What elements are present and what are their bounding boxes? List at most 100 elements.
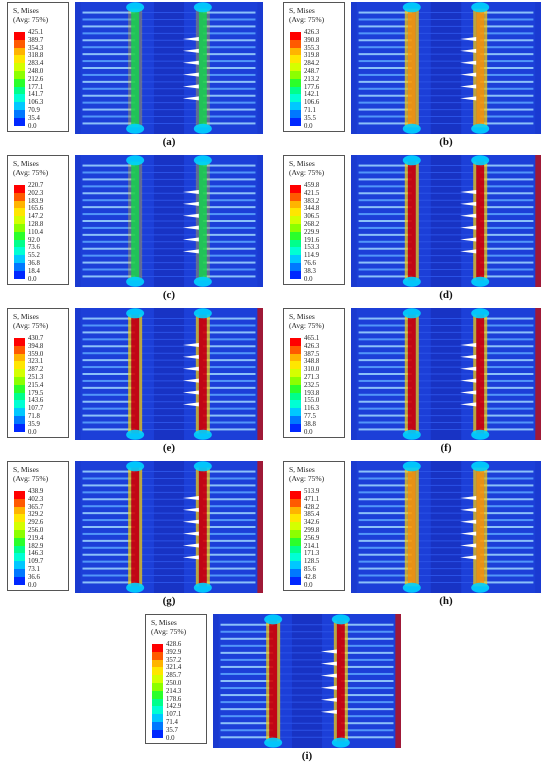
stress-spot	[193, 308, 212, 319]
stress-contour-plot	[75, 461, 263, 593]
fiber-left	[358, 32, 412, 35]
fiber-right	[202, 407, 256, 410]
fiber-right	[480, 546, 534, 549]
fiber-right	[480, 87, 534, 90]
crack-wedge	[460, 237, 477, 242]
fiber-left	[358, 581, 412, 584]
fiber-right	[202, 60, 256, 63]
legend-swatch	[290, 110, 301, 118]
legend-swatch	[290, 185, 301, 193]
legend-value: 271.3	[304, 374, 320, 381]
bond-edge	[206, 8, 210, 128]
legend-value: 251.3	[28, 374, 44, 381]
fiber-left	[82, 352, 136, 355]
fiber-left	[358, 317, 412, 320]
legend-swatch	[14, 408, 25, 416]
crack-wedge	[460, 531, 477, 536]
stress-spot	[126, 123, 145, 134]
legend-value: 425.1	[28, 29, 44, 36]
panel-g: S, Mises (Avg: 75%) 438.9 402.3 365.7 329.2 29…	[7, 461, 267, 611]
legend-swatch	[290, 400, 301, 409]
fiber-left	[220, 715, 274, 718]
legend-box: S, Mises (Avg: 75%) 220.7 202.3 183.9 165.6 14…	[7, 155, 69, 285]
fiber-right	[480, 366, 534, 369]
fiber-right	[202, 338, 256, 341]
fiber-right	[202, 428, 256, 431]
legend-value: 0.0	[304, 122, 313, 130]
fiber-left	[82, 574, 136, 577]
legend-box: S, Mises (Avg: 75%) 465.1 426.3 387.5 348.8 31…	[283, 308, 345, 438]
bond-edge	[404, 314, 408, 434]
legend-swatch	[14, 522, 25, 530]
panel-a: S, Mises (Avg: 75%) 425.1 389.7 354.3 318.8 28…	[7, 2, 267, 152]
fiber-left	[82, 268, 136, 271]
fiber-left	[358, 178, 412, 181]
bond-edge	[473, 467, 477, 587]
legend-swatch	[290, 361, 301, 370]
legend-swatch	[14, 369, 25, 377]
fiber-right	[202, 261, 256, 264]
fiber-right	[202, 25, 256, 28]
stress-spot	[471, 123, 490, 134]
legend-swatch	[14, 208, 25, 217]
fiber-left	[358, 261, 412, 264]
fiber-right	[202, 560, 256, 563]
fiber-right	[480, 526, 534, 528]
fiber-left	[82, 400, 136, 403]
fiber-left	[220, 658, 274, 661]
bond-column-left	[407, 161, 416, 281]
fiber-left	[82, 553, 136, 556]
legend-value: 285.7	[166, 672, 182, 680]
legend-swatch	[14, 361, 25, 370]
legend-swatch	[14, 506, 25, 515]
legend-swatch	[290, 239, 301, 248]
bond-edge	[415, 314, 419, 434]
legend-swatch	[290, 231, 301, 240]
legend-swatch	[290, 576, 301, 585]
legend-swatch	[14, 338, 25, 346]
legend-swatch	[14, 86, 25, 95]
fiber-right	[340, 715, 394, 718]
fiber-left	[358, 254, 412, 257]
legend-value: 0.0	[28, 428, 37, 436]
legend-swatch	[14, 117, 25, 126]
legend-swatch	[14, 216, 25, 224]
crack-wedge	[460, 390, 477, 395]
legend-value: 202.3	[28, 189, 44, 197]
crack-wedge	[460, 72, 477, 77]
fiber-right	[480, 171, 534, 174]
crack-wedge	[182, 201, 199, 206]
legend-value: 191.6	[304, 236, 320, 244]
legend-value: 365.7	[28, 503, 44, 511]
fiber-left	[358, 192, 412, 195]
legend-swatch	[14, 514, 25, 523]
legend-value: 182.9	[28, 542, 44, 550]
fiber-right	[480, 553, 534, 556]
crack-wedge	[460, 342, 477, 347]
fiber-left	[358, 526, 412, 528]
edge-strip	[75, 308, 81, 440]
fiber-right	[480, 73, 534, 76]
legend-value: 306.5	[304, 213, 320, 221]
legend-value: 55.2	[28, 252, 40, 260]
legend-value: 143.6	[28, 397, 44, 405]
legend-swatch	[290, 416, 301, 424]
fiber-left	[358, 46, 412, 49]
fiber-left	[82, 519, 136, 522]
fiber-left	[220, 672, 274, 675]
stress-spot	[471, 276, 490, 287]
panel-i: S, Mises (Avg: 75%) 428.6 392.9 357.2 321.4 28…	[145, 614, 405, 766]
bond-edge	[277, 620, 281, 742]
legend-swatch	[14, 200, 25, 209]
fiber-left	[82, 233, 136, 236]
legend-value: 36.8	[28, 260, 40, 267]
stress-spot	[126, 155, 145, 166]
fiber-right	[202, 122, 256, 125]
crack-wedge	[460, 249, 477, 254]
legend-value: 214.3	[166, 687, 182, 695]
bond-column-right	[476, 161, 485, 281]
fiber-left	[358, 233, 412, 236]
fiber-right	[202, 553, 256, 556]
crack-wedge	[182, 72, 199, 77]
legend-value: 142.1	[304, 91, 320, 99]
